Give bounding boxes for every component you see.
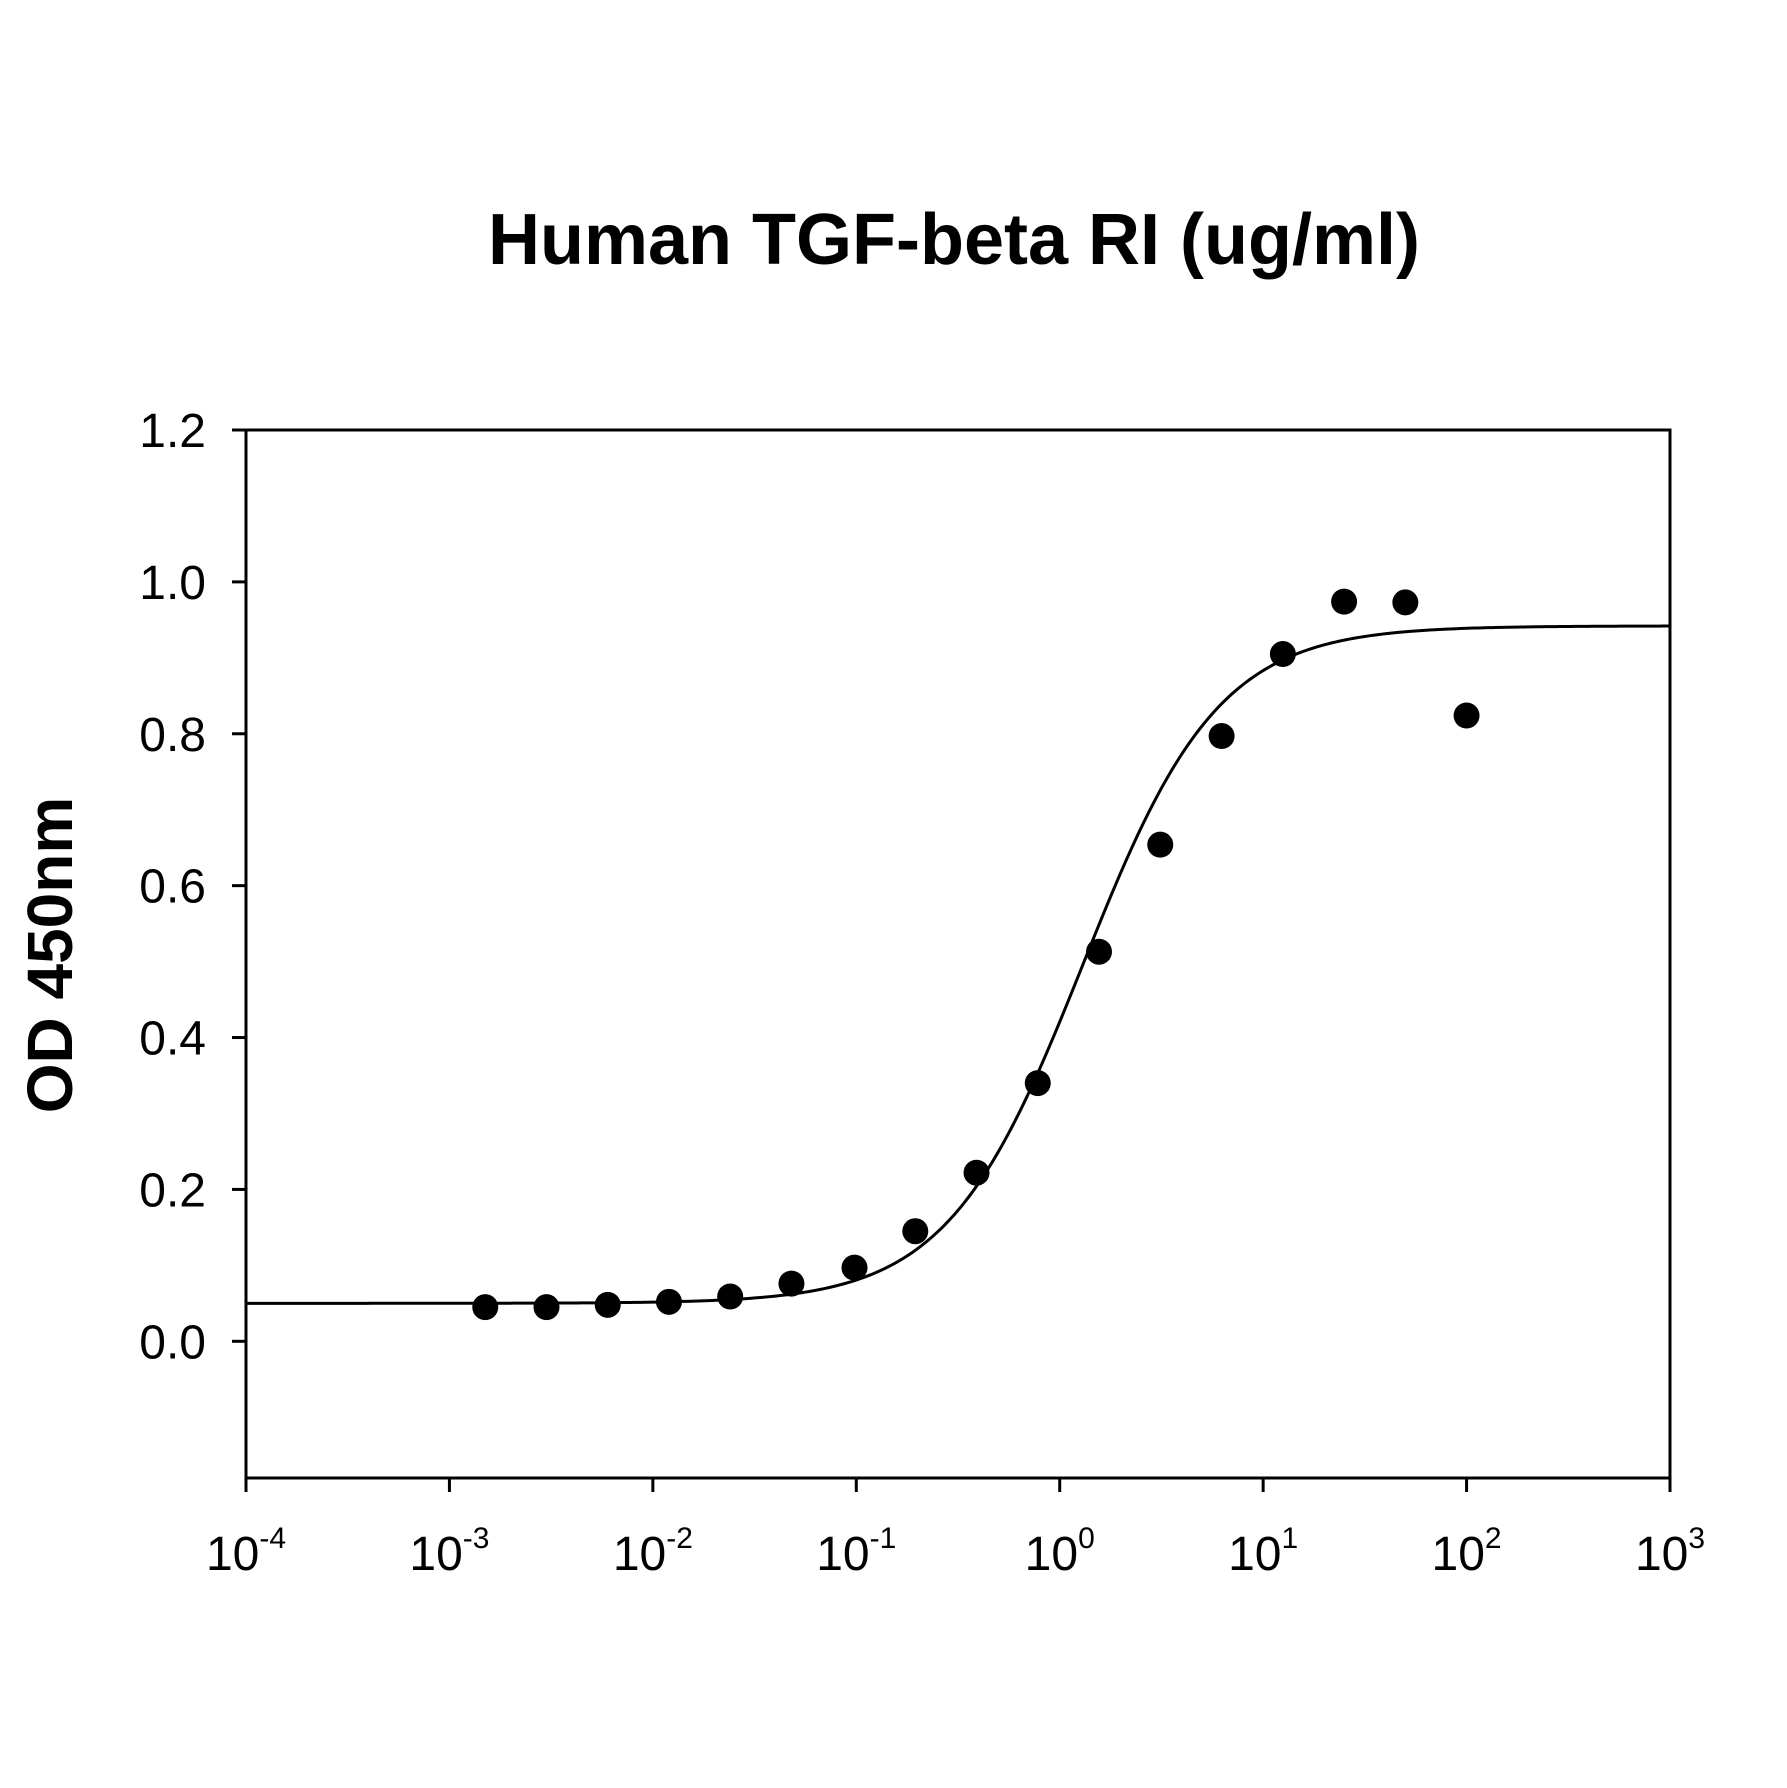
data-point [902, 1218, 929, 1245]
data-point [1147, 831, 1174, 858]
x-tick-base: 10 [816, 1528, 869, 1581]
data-point [1453, 702, 1480, 729]
data-point [1269, 641, 1296, 668]
y-tick-label: 0.6 [139, 861, 206, 914]
data-point [533, 1294, 560, 1321]
data-point [1208, 723, 1235, 750]
x-tick-label: 103 [1635, 1522, 1705, 1581]
data-point [1331, 588, 1358, 615]
data-point [717, 1283, 744, 1310]
x-tick-base: 10 [613, 1528, 666, 1581]
x-tick-base: 10 [409, 1528, 462, 1581]
fit-curve [246, 624, 1671, 1305]
y-tick-label: 0.2 [139, 1164, 206, 1217]
x-tick-exponent: -4 [259, 1522, 286, 1555]
y-axis-label: OD 450nm [14, 797, 86, 1114]
data-point [841, 1254, 868, 1281]
data-point [594, 1291, 621, 1318]
x-tick-exponent: -1 [870, 1522, 897, 1555]
y-axis-ticks: 1.2 1.0 0.8 0.6 0.4 0.2 0.0 [139, 405, 246, 1369]
y-tick-label: 0.0 [139, 1316, 206, 1369]
data-point [1392, 589, 1419, 616]
data-point [963, 1159, 990, 1186]
x-tick-exponent: 3 [1688, 1522, 1705, 1555]
x-tick-exponent: 2 [1485, 1522, 1502, 1555]
x-axis-ticks: 10-4 10-3 10-2 10-1 100 101 102 103 [206, 1478, 1705, 1581]
plot-frame [244, 428, 1672, 1480]
x-tick-label: 10-1 [816, 1522, 896, 1581]
x-tick-base: 10 [1432, 1528, 1485, 1581]
x-tick-label: 10-4 [206, 1522, 286, 1581]
x-tick-label: 100 [1025, 1522, 1095, 1581]
x-tick-label: 10-2 [613, 1522, 693, 1581]
data-points [472, 588, 1480, 1321]
y-tick-label: 1.0 [139, 557, 206, 610]
y-tick-label: 0.4 [139, 1013, 206, 1066]
x-tick-base: 10 [1228, 1528, 1281, 1581]
x-tick-base: 10 [1025, 1528, 1078, 1581]
x-tick-exponent: 0 [1078, 1522, 1095, 1555]
x-tick-exponent: -3 [463, 1522, 490, 1555]
data-point [472, 1294, 499, 1321]
x-tick-label: 101 [1228, 1522, 1298, 1581]
x-tick-exponent: -2 [666, 1522, 693, 1555]
chart-title: Human TGF-beta RI (ug/ml) [488, 200, 1420, 280]
y-tick-label: 1.2 [139, 405, 206, 458]
data-point [778, 1270, 805, 1297]
data-point [655, 1288, 682, 1315]
x-tick-label: 102 [1432, 1522, 1502, 1581]
data-point [1086, 938, 1113, 965]
x-tick-label: 10-3 [409, 1522, 489, 1581]
x-tick-base: 10 [1635, 1528, 1688, 1581]
y-tick-label: 0.8 [139, 709, 206, 762]
x-tick-exponent: 1 [1281, 1522, 1298, 1555]
data-point [1024, 1070, 1051, 1097]
x-tick-base: 10 [206, 1528, 259, 1581]
